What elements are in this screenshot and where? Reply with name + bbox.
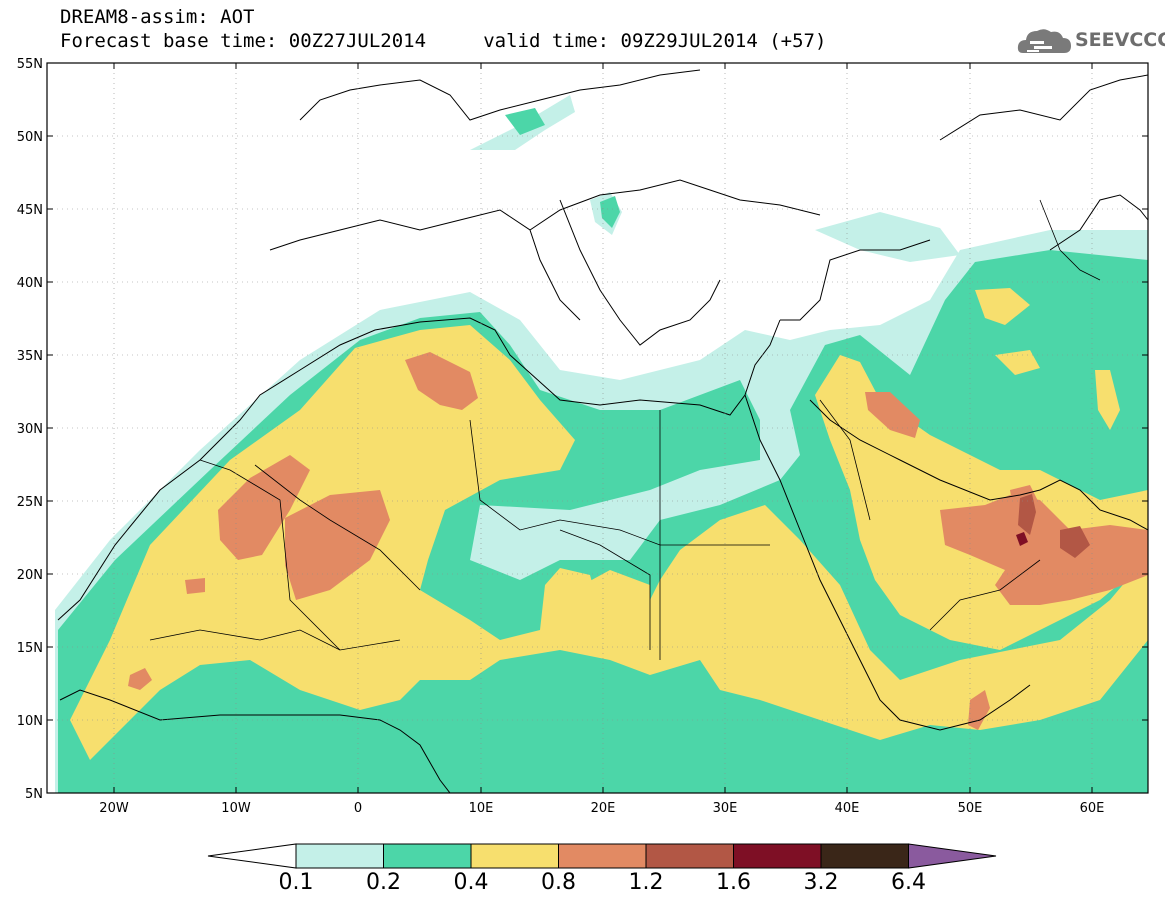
colorbar-over-arrow — [908, 843, 997, 869]
lon-label: 60E — [1080, 801, 1105, 816]
latitude-labels: 55N 50N 45N 40N 35N 30N 25N 20N 15N 10N … — [17, 57, 43, 802]
lat-label: 25N — [17, 495, 43, 510]
axis-ticks — [47, 62, 1148, 793]
lat-label: 10N — [17, 714, 43, 729]
colorbar-swatch — [470, 843, 559, 869]
aot-contours — [47, 63, 1148, 793]
cloud-icon — [1017, 29, 1071, 53]
lat-label: 5N — [25, 787, 43, 802]
lat-label: 45N — [17, 203, 43, 218]
colorbar-label: 0.4 — [453, 870, 489, 895]
colorbar-label: 1.6 — [716, 870, 751, 895]
aot-band-1-6 — [1016, 532, 1028, 546]
lon-label: 10W — [221, 801, 251, 816]
colorbar-swatch — [295, 843, 384, 869]
colorbar-swatch — [383, 843, 472, 869]
lon-label: 40E — [835, 801, 860, 816]
colorbar — [207, 843, 997, 869]
colorbar-label: 0.8 — [541, 870, 576, 895]
forecast-time-info: Forecast base time: 00Z27JUL2014 valid t… — [60, 30, 827, 52]
colorbar-label: 6.4 — [891, 870, 926, 895]
longitude-labels: 20W 10W 0 10E 20E 30E 40E 50E 60E — [99, 801, 1104, 816]
colorbar-swatch — [558, 843, 647, 869]
aot-band-1-2 — [1018, 494, 1090, 558]
lon-label: 10E — [469, 801, 494, 816]
lat-label: 20N — [17, 568, 43, 583]
colorbar-label: 3.2 — [803, 870, 839, 895]
map-title: DREAM8-assim: AOT — [60, 6, 255, 28]
gridlines — [47, 63, 1148, 793]
colorbar-label: 0.1 — [278, 870, 314, 895]
seevccc-logo: SEEVCCC — [1017, 23, 1165, 59]
lat-label: 15N — [17, 641, 43, 656]
colorbar-label: 0.2 — [366, 870, 401, 895]
lon-label: 20E — [591, 801, 616, 816]
lat-label: 50N — [17, 130, 43, 145]
coastlines — [57, 69, 1148, 793]
lon-label: 50E — [958, 801, 983, 816]
lat-label: 30N — [17, 422, 43, 437]
country-borders — [149, 199, 1101, 660]
lat-label: 40N — [17, 276, 43, 291]
lat-label: 55N — [17, 57, 43, 72]
colorbar-under-arrow — [207, 843, 297, 869]
colorbar-swatch — [820, 843, 909, 869]
lon-label: 20W — [99, 801, 129, 816]
logo-text: SEEVCCC — [1075, 29, 1165, 51]
lon-label: 0 — [354, 801, 362, 816]
colorbar-swatch — [733, 843, 822, 869]
colorbar-label: 1.2 — [628, 870, 664, 895]
lon-label: 30E — [713, 801, 738, 816]
aot-band-0-8 — [128, 352, 1148, 730]
colorbar-swatch — [645, 843, 734, 869]
lat-label: 35N — [17, 349, 43, 364]
